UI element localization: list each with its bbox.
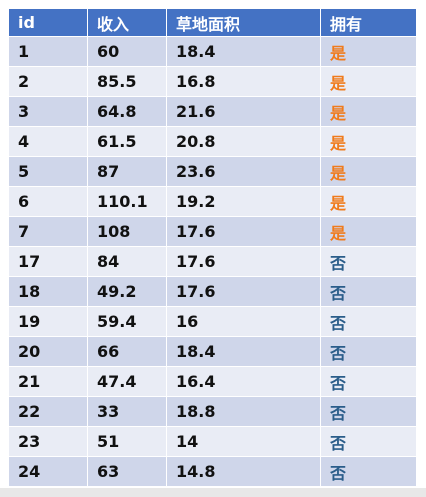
cell-id: 6: [8, 186, 88, 217]
cell-grass-area: 16: [166, 306, 321, 337]
cell-grass-area: 18.8: [166, 396, 321, 427]
cell-id: 22: [8, 396, 88, 427]
cell-income: 87: [87, 156, 167, 187]
cell-own: 是: [320, 96, 417, 127]
table-row: 21 47.4 16.4 否: [8, 366, 417, 397]
cell-own: 否: [320, 336, 417, 367]
cell-own: 是: [320, 66, 417, 97]
cell-id: 20: [8, 336, 88, 367]
cell-id: 1: [8, 36, 88, 67]
cell-grass-area: 17.6: [166, 216, 321, 247]
cell-id: 18: [8, 276, 88, 307]
cell-grass-area: 23.6: [166, 156, 321, 187]
cell-income: 84: [87, 246, 167, 277]
table-row: 22 33 18.8 否: [8, 396, 417, 427]
cell-grass-area: 16.4: [166, 366, 321, 397]
cell-own: 否: [320, 276, 417, 307]
cell-grass-area: 17.6: [166, 246, 321, 277]
table-row: 20 66 18.4 否: [8, 336, 417, 367]
table-row: 19 59.4 16 否: [8, 306, 417, 337]
table-row: 6 110.1 19.2 是: [8, 186, 417, 217]
cell-own: 否: [320, 396, 417, 427]
cell-id: 4: [8, 126, 88, 157]
cell-id: 17: [8, 246, 88, 277]
cell-id: 21: [8, 366, 88, 397]
cell-grass-area: 14: [166, 426, 321, 457]
cell-own: 是: [320, 186, 417, 217]
header-id: id: [8, 8, 88, 37]
data-table: id 收入 草地面积 拥有 1 60 18.4 是 2 85.5 16.8 是 3 64.8 21.…: [8, 8, 417, 487]
header-row: id 收入 草地面积 拥有: [8, 8, 417, 37]
header-own: 拥有: [320, 8, 417, 37]
cell-own: 是: [320, 36, 417, 67]
cell-grass-area: 19.2: [166, 186, 321, 217]
cell-id: 7: [8, 216, 88, 247]
cell-income: 61.5: [87, 126, 167, 157]
cell-income: 49.2: [87, 276, 167, 307]
cell-own: 否: [320, 306, 417, 337]
cell-income: 60: [87, 36, 167, 67]
cell-income: 33: [87, 396, 167, 427]
cell-own: 是: [320, 156, 417, 187]
cell-grass-area: 17.6: [166, 276, 321, 307]
table-row: 1 60 18.4 是: [8, 36, 417, 67]
table-body: 1 60 18.4 是 2 85.5 16.8 是 3 64.8 21.6 是 4 61.5 20.8 是 5 8…: [8, 36, 417, 487]
cell-own: 是: [320, 126, 417, 157]
table-row: 2 85.5 16.8 是: [8, 66, 417, 97]
cell-id: 5: [8, 156, 88, 187]
table-row: 17 84 17.6 否: [8, 246, 417, 277]
cell-income: 108: [87, 216, 167, 247]
cell-id: 23: [8, 426, 88, 457]
cell-income: 63: [87, 456, 167, 487]
cell-own: 否: [320, 246, 417, 277]
cell-grass-area: 14.8: [166, 456, 321, 487]
table-row: 3 64.8 21.6 是: [8, 96, 417, 127]
cell-grass-area: 21.6: [166, 96, 321, 127]
cell-income: 47.4: [87, 366, 167, 397]
cell-own: 否: [320, 426, 417, 457]
cell-grass-area: 16.8: [166, 66, 321, 97]
table-header: id 收入 草地面积 拥有: [8, 8, 417, 37]
cell-own: 否: [320, 456, 417, 487]
cell-income: 66: [87, 336, 167, 367]
cell-own: 否: [320, 366, 417, 397]
cell-income: 110.1: [87, 186, 167, 217]
table-row: 7 108 17.6 是: [8, 216, 417, 247]
cell-own: 是: [320, 216, 417, 247]
table-row: 23 51 14 否: [8, 426, 417, 457]
header-grass-area: 草地面积: [166, 8, 321, 37]
bottom-divider: [0, 488, 426, 497]
cell-id: 19: [8, 306, 88, 337]
table-row: 4 61.5 20.8 是: [8, 126, 417, 157]
cell-id: 3: [8, 96, 88, 127]
cell-income: 85.5: [87, 66, 167, 97]
cell-id: 2: [8, 66, 88, 97]
table-row: 24 63 14.8 否: [8, 456, 417, 487]
cell-id: 24: [8, 456, 88, 487]
cell-income: 51: [87, 426, 167, 457]
cell-income: 59.4: [87, 306, 167, 337]
header-income: 收入: [87, 8, 167, 37]
cell-grass-area: 18.4: [166, 336, 321, 367]
cell-grass-area: 20.8: [166, 126, 321, 157]
table-row: 18 49.2 17.6 否: [8, 276, 417, 307]
cell-income: 64.8: [87, 96, 167, 127]
table-row: 5 87 23.6 是: [8, 156, 417, 187]
cell-grass-area: 18.4: [166, 36, 321, 67]
